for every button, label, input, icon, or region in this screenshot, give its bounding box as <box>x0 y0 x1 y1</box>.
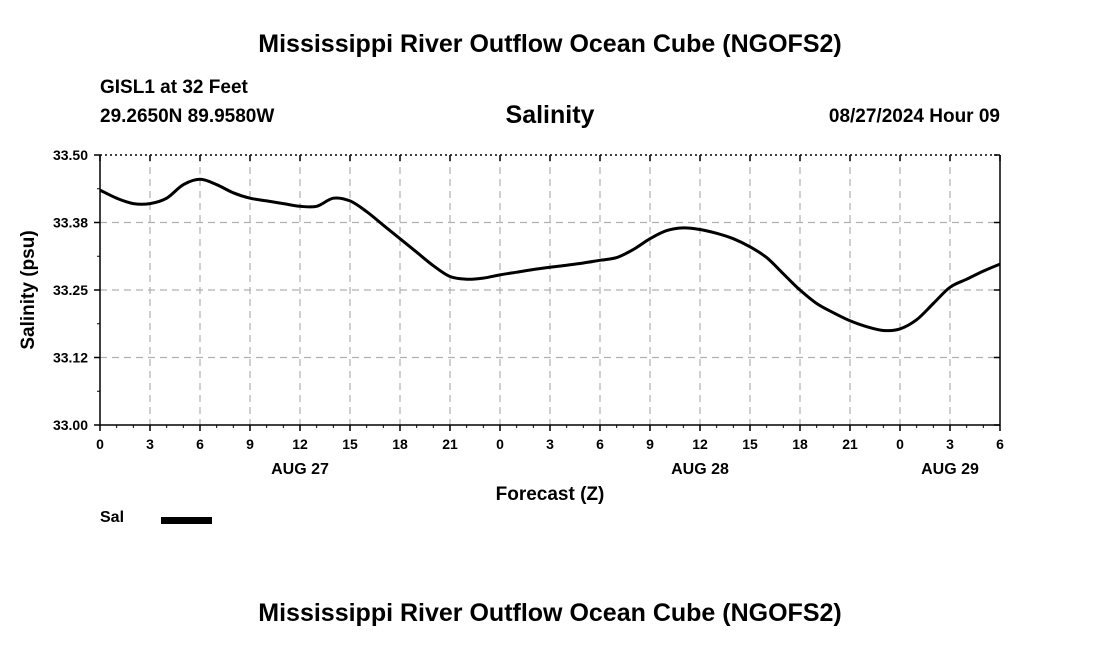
x-tick-label: 18 <box>392 436 408 452</box>
x-tick-label: 0 <box>96 436 104 452</box>
x-tick-label: 3 <box>546 436 554 452</box>
y-tick-label: 33.00 <box>53 417 88 433</box>
x-tick-label: 12 <box>692 436 708 452</box>
date-label: AUG 29 <box>921 461 979 478</box>
footer-title: Mississippi River Outflow Ocean Cube (NG… <box>258 599 842 627</box>
y-axis-label: Salinity (psu) <box>18 230 39 349</box>
legend-label: Sal <box>100 509 125 526</box>
legend-line-swatch <box>161 517 212 524</box>
station-label: GISL1 at 32 Feet <box>100 77 248 98</box>
date-label: AUG 27 <box>271 461 329 478</box>
x-tick-label: 21 <box>842 436 858 452</box>
x-tick-label: 12 <box>292 436 308 452</box>
x-tick-label: 6 <box>196 436 204 452</box>
y-tick-label: 33.38 <box>53 215 88 231</box>
y-tick-label: 33.12 <box>53 350 88 366</box>
y-tick-label: 33.25 <box>53 282 88 298</box>
x-tick-label: 9 <box>646 436 654 452</box>
page-title: Mississippi River Outflow Ocean Cube (NG… <box>258 30 842 58</box>
x-tick-label: 21 <box>442 436 458 452</box>
series-line-sal <box>99 177 1001 333</box>
x-tick-label: 3 <box>946 436 954 452</box>
x-tick-label: 0 <box>496 436 504 452</box>
x-axis-label: Forecast (Z) <box>496 484 605 505</box>
x-tick-label: 6 <box>996 436 1004 452</box>
y-tick-label: 33.50 <box>53 147 88 163</box>
x-tick-label: 9 <box>246 436 254 452</box>
x-tick-label: 0 <box>896 436 904 452</box>
date-label: AUG 28 <box>671 461 729 478</box>
station-coordinates: 29.2650N 89.9580W <box>100 106 275 127</box>
x-tick-label: 18 <box>792 436 808 452</box>
forecast-datetime: 08/27/2024 Hour 09 <box>828 106 1000 127</box>
x-tick-label: 3 <box>146 436 154 452</box>
x-tick-label: 15 <box>742 436 758 452</box>
chart-title: Salinity <box>505 101 595 129</box>
x-tick-label: 15 <box>342 436 358 452</box>
x-tick-label: 6 <box>596 436 604 452</box>
